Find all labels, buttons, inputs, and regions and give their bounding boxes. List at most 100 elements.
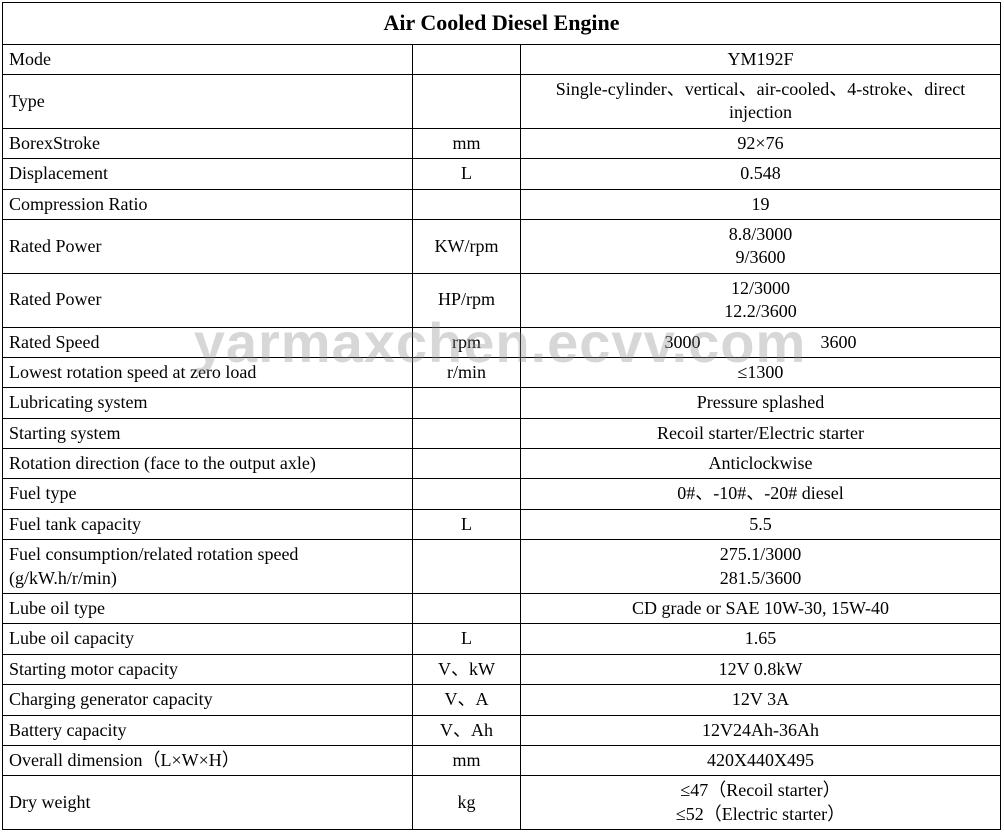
spec-unit [413, 540, 521, 594]
spec-value: 5.5 [521, 509, 1001, 539]
spec-value-line: 281.5/3600 [527, 567, 994, 590]
spec-unit [413, 44, 521, 74]
spec-unit [413, 388, 521, 418]
spec-unit: mm [413, 128, 521, 158]
spec-unit: L [413, 159, 521, 189]
spec-value: 12V24Ah-36Ah [521, 715, 1001, 745]
spec-unit [413, 189, 521, 219]
spec-unit: r/min [413, 357, 521, 387]
table-row: Fuel type 0#、-10#、-20# diesel [3, 479, 1001, 509]
spec-label: Lubricating system [3, 388, 413, 418]
table-row: Rated Speedrpm 3000 3600 [3, 327, 1001, 357]
spec-label: Starting motor capacity [3, 654, 413, 684]
table-row: Fuel consumption/related rotation speed … [3, 540, 1001, 594]
table-row: Mode YM192F [3, 44, 1001, 74]
spec-label: Dry weight [3, 776, 413, 830]
spec-label: Type [3, 74, 413, 128]
spec-value: YM192F [521, 44, 1001, 74]
spec-value-line: ≤47（Recoil starter） [527, 779, 994, 802]
spec-value: 12V 0.8kW [521, 654, 1001, 684]
table-row: Starting system Recoil starter/Electric s… [3, 418, 1001, 448]
spec-value: ≤47（Recoil starter）≤52（Electric starter） [521, 776, 1001, 830]
spec-unit: KW/rpm [413, 219, 521, 273]
spec-value: 0#、-10#、-20# diesel [521, 479, 1001, 509]
table-row: Rated PowerKW/rpm8.8/30009/3600 [3, 219, 1001, 273]
table-row: Lubricating system Pressure splashed [3, 388, 1001, 418]
spec-label: Rated Power [3, 219, 413, 273]
spec-value-line: 12.2/3600 [527, 300, 994, 323]
spec-label: Lube oil type [3, 594, 413, 624]
table-row: Starting motor capacityV、kW12V 0.8kW [3, 654, 1001, 684]
table-row: Type Single-cylinder、vertical、air-cooled、… [3, 74, 1001, 128]
spec-unit: kg [413, 776, 521, 830]
spec-table: Air Cooled Diesel Engine Mode YM192F Type S… [2, 2, 1001, 830]
spec-value: 12/300012.2/3600 [521, 273, 1001, 327]
spec-unit: V、Ah [413, 715, 521, 745]
spec-label: Rated Power [3, 273, 413, 327]
spec-value-line: 12/3000 [527, 277, 994, 300]
spec-label: Charging generator capacity [3, 685, 413, 715]
spec-unit: V、A [413, 685, 521, 715]
spec-label: Fuel consumption/related rotation speed … [3, 540, 413, 594]
spec-value: CD grade or SAE 10W-30, 15W-40 [521, 594, 1001, 624]
spec-value: 8.8/30009/3600 [521, 219, 1001, 273]
table-row: Lowest rotation speed at zero loadr/min≤… [3, 357, 1001, 387]
spec-value: Recoil starter/Electric starter [521, 418, 1001, 448]
table-row: Fuel tank capacityL5.5 [3, 509, 1001, 539]
spec-value: Anticlockwise [521, 449, 1001, 479]
table-row: Battery capacityV、Ah12V24Ah-36Ah [3, 715, 1001, 745]
spec-label: Rotation direction (face to the output a… [3, 449, 413, 479]
table-row: Rated PowerHP/rpm12/300012.2/3600 [3, 273, 1001, 327]
spec-unit [413, 449, 521, 479]
spec-value: Pressure splashed [521, 388, 1001, 418]
spec-value: 19 [521, 189, 1001, 219]
spec-value: 12V 3A [521, 685, 1001, 715]
spec-unit [413, 74, 521, 128]
table-row: Dry weightkg≤47（Recoil starter）≤52（Elect… [3, 776, 1001, 830]
spec-label: Fuel type [3, 479, 413, 509]
spec-unit: L [413, 509, 521, 539]
table-row: BorexStrokemm92×76 [3, 128, 1001, 158]
spec-label: Fuel tank capacity [3, 509, 413, 539]
spec-label: Mode [3, 44, 413, 74]
table-row: Overall dimension（L×W×H）mm420X440X495 [3, 745, 1001, 775]
table-row: Compression Ratio 19 [3, 189, 1001, 219]
spec-label: Rated Speed [3, 327, 413, 357]
spec-value-b: 3600 [821, 332, 857, 352]
spec-unit: HP/rpm [413, 273, 521, 327]
spec-unit: L [413, 624, 521, 654]
spec-value: Single-cylinder、vertical、air-cooled、4-st… [521, 74, 1001, 128]
spec-label: Lube oil capacity [3, 624, 413, 654]
spec-value: ≤1300 [521, 357, 1001, 387]
table-row: Lube oil capacityL1.65 [3, 624, 1001, 654]
spec-label: Overall dimension（L×W×H） [3, 745, 413, 775]
spec-value: 92×76 [521, 128, 1001, 158]
spec-value-line: 8.8/3000 [527, 223, 994, 246]
spec-value: 1.65 [521, 624, 1001, 654]
spec-value-line: 275.1/3000 [527, 543, 994, 566]
spec-label: BorexStroke [3, 128, 413, 158]
spec-unit: V、kW [413, 654, 521, 684]
spec-unit [413, 479, 521, 509]
table-row: Charging generator capacityV、A12V 3A [3, 685, 1001, 715]
table-row: DisplacementL0.548 [3, 159, 1001, 189]
spec-value: 0.548 [521, 159, 1001, 189]
spec-unit [413, 594, 521, 624]
spec-unit [413, 418, 521, 448]
spec-value-a: 3000 [665, 332, 701, 352]
spec-value: 275.1/3000281.5/3600 [521, 540, 1001, 594]
spec-label: Compression Ratio [3, 189, 413, 219]
spec-value: 3000 3600 [521, 327, 1001, 357]
spec-value: 420X440X495 [521, 745, 1001, 775]
spec-value-line: 9/3600 [527, 246, 994, 269]
spec-unit: rpm [413, 327, 521, 357]
table-row: Lube oil type CD grade or SAE 10W-30, 15W… [3, 594, 1001, 624]
table-row: Rotation direction (face to the output a… [3, 449, 1001, 479]
spec-label: Displacement [3, 159, 413, 189]
spec-label: Lowest rotation speed at zero load [3, 357, 413, 387]
spec-value-line: ≤52（Electric starter） [527, 803, 994, 826]
spec-label: Battery capacity [3, 715, 413, 745]
table-title: Air Cooled Diesel Engine [3, 3, 1001, 45]
spec-label: Starting system [3, 418, 413, 448]
spec-unit: mm [413, 745, 521, 775]
